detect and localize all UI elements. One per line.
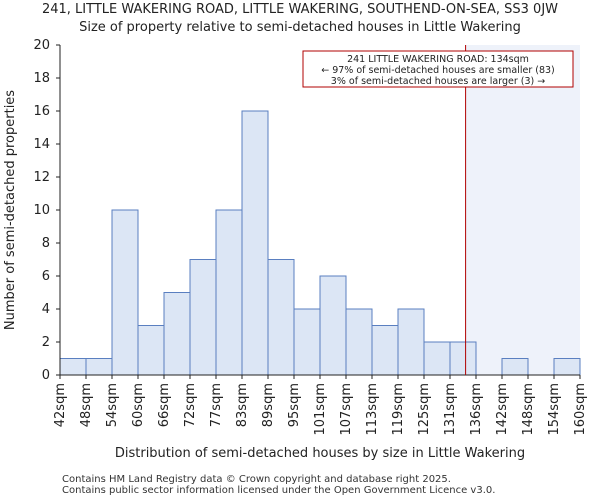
x-tick-label: 154sqm — [547, 383, 562, 436]
x-tick-label: 125sqm — [417, 383, 432, 436]
y-tick-label: 18 — [33, 71, 50, 86]
x-tick-label: 131sqm — [443, 383, 458, 436]
chart-subtitle: Size of property relative to semi-detach… — [79, 20, 521, 35]
y-tick-label: 10 — [33, 203, 50, 218]
histogram-chart: 0 2 4 6 8 10 12 14 16 18 20 42sqm 48sqm 54sqm 60sqm 66s… — [3, 38, 588, 461]
x-tick-label: 48sqm — [79, 383, 94, 427]
x-tick-label: 72sqm — [183, 383, 198, 427]
chart-title: 241, LITTLE WAKERING ROAD, LITTLE WAKERI… — [41, 2, 559, 17]
x-tick-label: 66sqm — [157, 383, 172, 427]
x-tick-label: 119sqm — [391, 383, 406, 436]
bar — [215, 209, 243, 376]
y-tick-label: 12 — [33, 170, 50, 185]
x-tick-label: 89sqm — [261, 383, 276, 427]
y-tick-label: 16 — [33, 104, 50, 119]
x-tick-label: 77sqm — [209, 383, 224, 427]
y-tick-label: 20 — [33, 38, 50, 53]
annotation-line: 241 LITTLE WAKERING ROAD: 134sqm — [347, 54, 529, 65]
y-tick-label: 4 — [42, 302, 50, 317]
y-tick-label: 6 — [42, 269, 50, 284]
bar — [241, 110, 269, 376]
shaded-region — [465, 45, 580, 375]
footer-line-1: Contains HM Land Registry data © Crown c… — [62, 474, 451, 485]
bar — [449, 341, 477, 376]
y-tick-label: 2 — [42, 335, 50, 350]
bar — [59, 358, 87, 376]
bar — [267, 259, 295, 376]
x-tick-label: 160sqm — [573, 383, 588, 436]
y-axis-label: Number of semi-detached properties — [3, 90, 18, 330]
bar — [85, 358, 113, 376]
x-tick-label: 107sqm — [339, 383, 354, 436]
x-tick-label: 83sqm — [235, 383, 250, 427]
y-tick-label: 0 — [42, 368, 50, 383]
x-tick-label: 101sqm — [313, 383, 328, 436]
y-tick-label: 14 — [33, 137, 50, 152]
bar — [111, 209, 139, 376]
bar — [423, 341, 451, 376]
bar — [345, 308, 373, 376]
x-tick-label: 113sqm — [365, 383, 380, 436]
annotation-box — [302, 50, 574, 88]
bar — [319, 275, 347, 376]
x-tick-label: 42sqm — [53, 383, 68, 427]
annotation-line: 3% of semi-detached houses are larger (3… — [331, 76, 545, 87]
x-tick-label: 95sqm — [287, 383, 302, 427]
bar — [553, 358, 581, 376]
x-tick-label: 60sqm — [131, 383, 146, 427]
bar — [397, 308, 425, 376]
bar — [293, 308, 321, 376]
x-tick-label: 148sqm — [521, 383, 536, 436]
x-tick-label: 142sqm — [495, 383, 510, 436]
bar — [137, 325, 165, 376]
footer-line-2: Contains public sector information licen… — [62, 485, 496, 496]
bar — [163, 292, 191, 376]
x-tick-label: 136sqm — [469, 383, 484, 436]
bar — [371, 325, 399, 376]
annotation-line: ← 97% of semi-detached houses are smalle… — [321, 65, 555, 76]
y-tick-label: 8 — [42, 236, 50, 251]
bar — [189, 259, 217, 376]
x-tick-label: 54sqm — [105, 383, 120, 427]
x-axis-label: Distribution of semi-detached houses by … — [115, 446, 525, 461]
bar — [501, 358, 529, 376]
